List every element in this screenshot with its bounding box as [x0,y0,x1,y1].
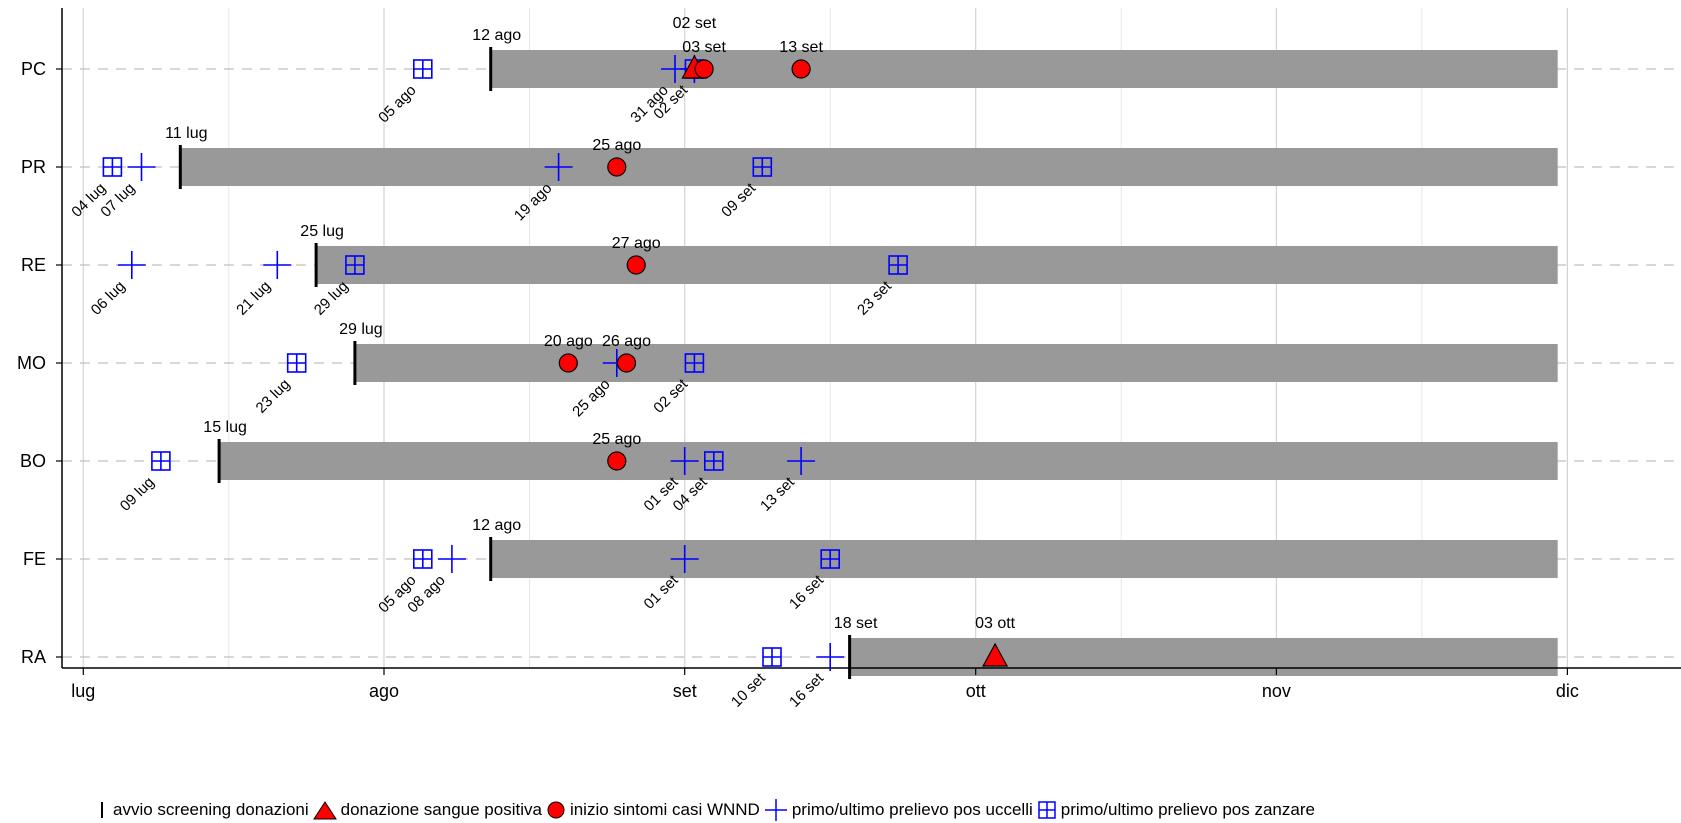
wnnd-onset-circle [616,353,637,373]
bird-positive-marker [437,545,466,573]
mosquito-positive-marker [151,451,171,471]
screening-start-label: 15 lug [203,419,247,436]
mosquito-positive-marker [412,59,433,79]
mosquito-date-label: 10 set [728,669,770,711]
wnnd-onset-label: 27 ago [612,235,661,252]
triangle-icon [312,801,337,820]
y-tick-label: PR [21,157,46,177]
boxed-plus-icon [1038,801,1056,819]
x-tick-label: dic [1556,681,1579,701]
screening-start-label: 18 set [834,615,878,632]
legend-item-screening: avvio screening donazioni [95,800,309,820]
legend-item-blood-donation: donazione sangue positiva [312,800,542,820]
x-tick-label: ago [369,681,399,701]
screening-period-bar [354,344,1558,382]
y-tick-label: FE [23,549,46,569]
wnnd-onset-circle [791,59,811,79]
mosquito-positive-marker [752,157,773,177]
blood-donation-label: 02 set [673,15,717,32]
bird-positive-marker [670,447,699,475]
bird-date-label: 25 ago [569,376,613,420]
x-tick-label: lug [71,681,95,701]
legend-item-wnnd: inizio sintomi casi WNND [546,800,760,820]
bird-date-label: 21 lug [233,278,274,319]
x-tick-label: nov [1262,681,1291,701]
mosquito-positive-marker [703,451,724,471]
wnnd-onset-label: 25 ago [592,137,641,154]
mosquito-positive-marker [762,647,782,667]
wnnd-onset-circle [607,451,627,471]
screening-start-label: 25 lug [300,223,344,240]
wnnd-onset-circle [694,59,714,79]
screening-period-bar [849,638,1558,676]
x-tick-label: ott [966,681,986,701]
mosquito-date-label: 23 lug [253,376,294,417]
y-tick-label: RE [21,255,46,275]
wnv-timeline-chart: 12 ago 11 lug 25 lug 29 lug 15 lug 12 ago 18 s… [17,8,1681,711]
mosquito-positive-marker [412,549,433,569]
legend-label-mosquitoes: primo/ultimo prelievo pos zanzare [1060,800,1315,819]
legend-label-wnnd: inizio sintomi casi WNND [569,800,760,819]
screening-period-bar [490,540,1558,578]
circle-icon [547,801,565,819]
plus-icon [764,799,787,821]
bird-date-label: 06 lug [88,278,129,319]
screening-period-bar [180,148,1558,186]
mosquito-positive-marker [286,353,307,373]
bird-date-label: 16 set [786,669,828,711]
legend: avvio screening donazioni donazione sang… [95,797,1319,823]
screening-start-label: 12 ago [472,27,521,44]
y-tick-label: RA [21,647,46,667]
screening-period-bar [316,246,1558,284]
bird-date-label: 19 ago [511,180,555,224]
wnnd-onset-label: 20 ago [544,333,593,350]
mosquito-positive-marker [102,157,123,177]
legend-label-blood-donation: donazione sangue positiva [340,800,542,819]
bird-positive-marker [127,153,156,181]
bird-positive-marker [263,251,292,279]
y-tick-label: BO [20,451,46,471]
screening-start-label: 11 lug [165,125,207,142]
legend-item-mosquitoes: primo/ultimo prelievo pos zanzare [1037,800,1315,820]
bird-date-label: 07 lug [97,180,138,221]
wnnd-onset-circle [607,157,627,177]
x-tick-label: set [673,681,697,701]
wnnd-onset-circle [626,255,646,275]
bird-positive-marker [544,153,573,181]
screening-start-label: 29 lug [339,321,383,338]
bird-positive-marker [670,545,699,573]
mosquito-positive-marker [345,255,365,275]
screening-period-bar [219,442,1558,480]
wnnd-onset-circle [558,353,578,373]
mosquito-positive-marker [820,549,841,569]
bird-positive-marker [787,447,816,475]
mosquito-positive-marker [888,255,908,275]
y-tick-label: MO [17,353,46,373]
mosquito-date-label: 05 ago [375,82,419,126]
bird-positive-marker [117,251,146,279]
legend-label-birds: primo/ultimo prelievo pos uccelli [791,800,1033,819]
legend-label-screening: avvio screening donazioni [113,800,309,819]
screening-start-label: 12 ago [472,517,521,534]
y-tick-label: PC [21,59,46,79]
blood-donation-label: 03 ott [975,615,1016,632]
screening-marker-icon [101,802,103,818]
wnnd-onset-label: 03 set [682,39,726,56]
wnnd-onset-label: 26 ago [602,333,651,350]
bird-positive-marker [816,643,845,671]
screening-period-bar [490,50,1558,88]
wnnd-onset-label: 25 ago [592,431,641,448]
mosquito-date-label: 09 lug [117,474,158,515]
mosquito-positive-marker [684,353,705,373]
wnnd-onset-label: 13 set [779,39,823,56]
blood-donation-triangle [982,642,1009,667]
legend-item-birds: primo/ultimo prelievo pos uccelli [764,799,1033,821]
